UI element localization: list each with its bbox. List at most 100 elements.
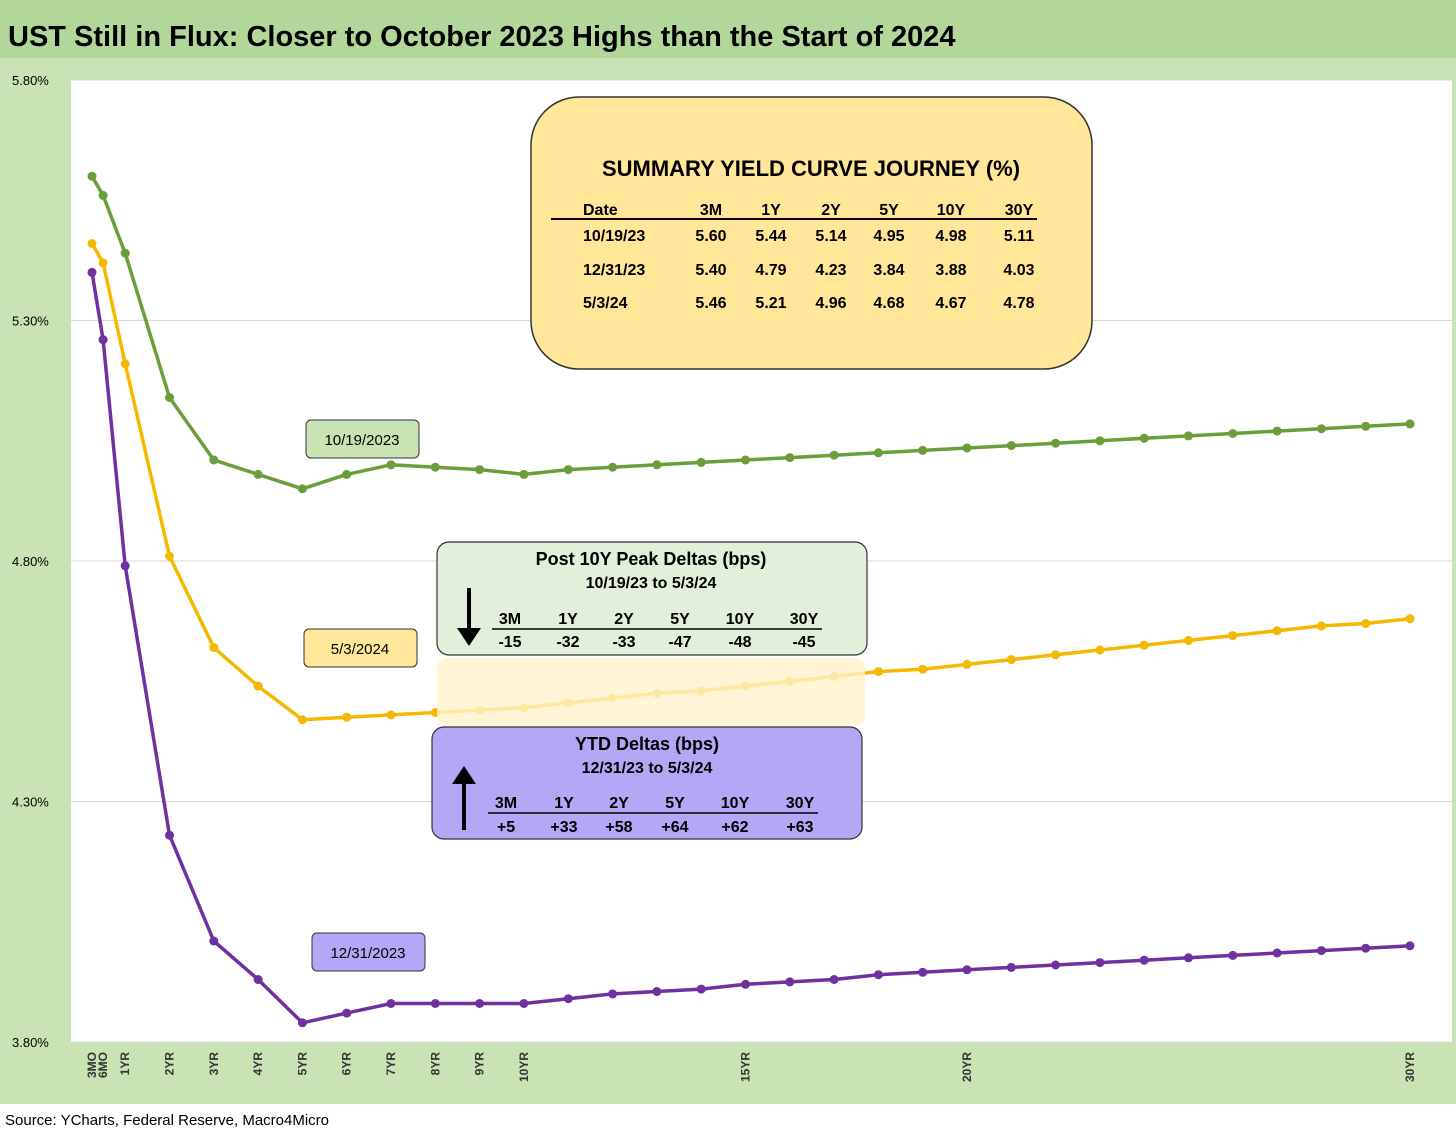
delta-header: 1Y (558, 611, 578, 628)
post-peak-box: Post 10Y Peak Deltas (bps) 10/19/23 to 5… (436, 541, 868, 656)
data-point (98, 190, 108, 200)
y-tick-label: 5.80% (12, 73, 49, 88)
delta-value: -45 (792, 634, 815, 651)
series-2 (87, 267, 1415, 1028)
data-point (962, 659, 972, 669)
data-point (120, 359, 130, 369)
data-point (342, 712, 352, 722)
data-point (1228, 950, 1238, 960)
summary-cell: 5/3/24 (583, 295, 628, 312)
data-point (652, 460, 662, 470)
summary-cell: 5.60 (695, 228, 726, 245)
data-point (563, 994, 573, 1004)
data-point (1405, 941, 1415, 951)
data-point (652, 987, 662, 996)
summary-cell: 4.96 (815, 295, 846, 312)
data-point (785, 453, 795, 463)
data-point (342, 1008, 352, 1018)
data-point (1184, 635, 1193, 645)
data-point (120, 248, 130, 258)
data-point (253, 975, 263, 984)
x-tick-label: 20YR (960, 1052, 974, 1082)
delta-header: 3M (495, 795, 517, 812)
delta-header: 10Y (726, 611, 755, 628)
data-point (386, 710, 396, 720)
data-point (1228, 631, 1238, 641)
data-point (918, 967, 928, 977)
x-tick-label: 1YR (118, 1052, 132, 1076)
data-point (386, 460, 396, 470)
data-point (98, 335, 108, 345)
data-point (87, 267, 97, 277)
data-point (1095, 958, 1105, 968)
data-point (918, 445, 928, 455)
y-axis: 5.80% 5.30% 4.80% 4.30% 3.80% (12, 73, 49, 1050)
delta-header: 30Y (786, 795, 815, 812)
chart-title: UST Still in Flux: Closer to October 202… (8, 21, 956, 53)
summary-cell: 4.68 (873, 295, 904, 312)
data-point (209, 643, 219, 653)
data-point (1272, 426, 1282, 436)
delta-value: +58 (605, 819, 632, 836)
delta-value: -15 (498, 634, 521, 651)
data-point (741, 455, 750, 465)
data-point (430, 999, 440, 1008)
delta-header: 1Y (554, 795, 574, 812)
y-tick-label: 4.30% (12, 795, 49, 810)
summary-header: 1Y (761, 202, 781, 219)
post-peak-title: Post 10Y Peak Deltas (bps) (536, 549, 767, 569)
summary-header: 10Y (937, 202, 966, 219)
data-point (165, 830, 174, 840)
data-point (1095, 436, 1105, 446)
y-tick-label: 5.30% (12, 314, 49, 329)
delta-value: +63 (786, 819, 813, 836)
data-point (209, 455, 219, 465)
data-point (1316, 946, 1326, 956)
data-point (1051, 438, 1061, 448)
summary-header: 2Y (821, 202, 841, 219)
x-tick-label: 2YR (163, 1052, 177, 1076)
summary-header: Date (583, 202, 618, 219)
data-point (120, 561, 130, 571)
data-point (962, 965, 972, 975)
series-label-oct-text: 10/19/2023 (324, 432, 399, 449)
data-point (297, 1018, 307, 1028)
series-line (90, 175, 1411, 491)
data-point (1139, 955, 1149, 965)
source-note: Source: YCharts, Federal Reserve, Macro4… (5, 1112, 329, 1129)
x-tick-label: 10YR (517, 1052, 531, 1082)
x-tick-label: 6YR (340, 1052, 354, 1076)
data-point (342, 469, 352, 479)
summary-cell: 5.46 (695, 295, 726, 312)
summary-cell: 4.23 (815, 262, 846, 279)
data-point (873, 448, 883, 458)
data-point (297, 715, 307, 725)
data-point (829, 975, 839, 984)
data-point (1006, 655, 1016, 665)
data-point (1272, 626, 1282, 636)
delta-value: +64 (661, 819, 688, 836)
x-tick-label: 9YR (473, 1052, 487, 1076)
data-point (873, 667, 883, 677)
series-label-oct: 10/19/2023 (305, 419, 420, 459)
y-tick-label: 4.80% (12, 554, 49, 569)
data-point (519, 469, 529, 479)
data-point (209, 936, 219, 946)
summary-header: 30Y (1005, 202, 1034, 219)
data-point (1228, 429, 1238, 438)
delta-header: 5Y (665, 795, 685, 812)
data-point (386, 999, 396, 1008)
data-point (1006, 441, 1016, 451)
summary-cell: 3.88 (935, 262, 966, 279)
data-point (1051, 650, 1061, 660)
data-point (1095, 645, 1105, 655)
data-point (253, 681, 263, 691)
data-point (1139, 640, 1149, 650)
x-tick-label: 8YR (428, 1052, 442, 1076)
data-point (741, 979, 750, 989)
delta-value: +33 (550, 819, 577, 836)
x-tick-label: 5YR (295, 1052, 309, 1076)
delta-value: -32 (556, 634, 579, 651)
summary-cell: 3.84 (873, 262, 904, 279)
